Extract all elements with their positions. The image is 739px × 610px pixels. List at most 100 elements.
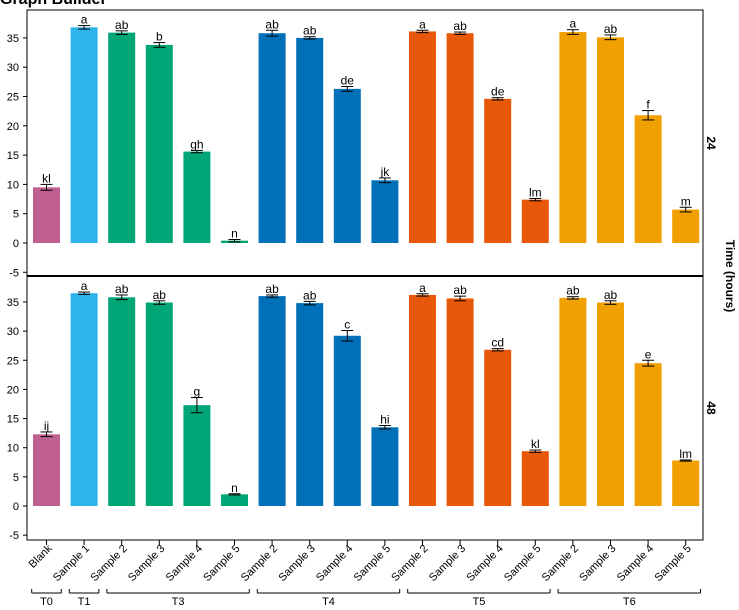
bar xyxy=(409,31,436,244)
bar xyxy=(33,434,60,506)
panel-group-label: Time (hours) xyxy=(723,240,737,312)
y-tick-label: -5 xyxy=(9,530,19,542)
y-tick-label: 30 xyxy=(7,62,19,74)
data-label: cd xyxy=(491,336,504,350)
data-label: gh xyxy=(190,137,203,151)
panel-label: 24 xyxy=(704,136,718,150)
bar xyxy=(371,180,399,243)
data-label: ab xyxy=(303,288,317,302)
group-label: T0 xyxy=(40,596,53,608)
data-label: m xyxy=(681,194,691,208)
data-label: ab xyxy=(303,24,317,38)
x-tick-label: Sample 4 xyxy=(464,543,505,584)
y-tick-label: 35 xyxy=(7,33,19,45)
y-tick-label: 0 xyxy=(13,238,19,250)
bar xyxy=(296,37,324,244)
x-tick-label: Sample 4 xyxy=(164,543,205,584)
x-tick-label: Blank xyxy=(27,542,55,570)
data-label: c xyxy=(344,318,350,332)
bar xyxy=(672,209,700,243)
y-tick-label: 20 xyxy=(7,121,19,133)
data-label: ab xyxy=(453,283,467,297)
group-label: T1 xyxy=(78,596,91,608)
bar xyxy=(597,302,624,506)
x-tick-label: Sample 3 xyxy=(427,543,468,584)
bar xyxy=(258,33,286,243)
panel-label: 48 xyxy=(704,401,718,415)
data-label: g xyxy=(194,385,201,399)
bar xyxy=(597,37,624,244)
bar xyxy=(333,88,361,244)
data-label: n xyxy=(231,226,238,240)
data-label: ab xyxy=(153,288,167,302)
y-tick-label: 20 xyxy=(7,384,19,396)
data-label: ab xyxy=(604,22,618,36)
group-label: T3 xyxy=(172,596,185,608)
bar xyxy=(183,151,211,243)
x-tick-label: Sample 3 xyxy=(577,543,618,584)
data-label: a xyxy=(419,17,426,31)
data-label: lm xyxy=(529,185,542,199)
bar xyxy=(634,115,662,243)
data-label: ab xyxy=(265,282,279,296)
y-tick-label: 10 xyxy=(7,179,19,191)
data-label: ab xyxy=(453,19,467,33)
data-label: ij xyxy=(44,419,49,433)
page-title: Graph Builder xyxy=(0,0,107,9)
y-tick-label: 0 xyxy=(13,501,19,513)
x-tick-label: Sample 2 xyxy=(540,543,581,584)
data-label: a xyxy=(81,279,88,293)
data-label: hi xyxy=(380,413,389,427)
data-label: a xyxy=(570,17,577,31)
bar xyxy=(221,494,248,506)
x-tick-label: Sample 4 xyxy=(615,543,656,584)
bar xyxy=(145,44,173,243)
bar xyxy=(183,405,211,506)
bar xyxy=(108,297,136,506)
x-tick-label: Sample 2 xyxy=(239,543,280,584)
data-label: de xyxy=(341,74,355,88)
x-tick-label: Sample 5 xyxy=(652,543,693,584)
x-tick-label: Sample 5 xyxy=(352,543,393,584)
bar xyxy=(70,27,98,243)
data-label: a xyxy=(81,13,88,27)
bar xyxy=(672,460,700,506)
x-tick-label: Sample 2 xyxy=(389,543,430,584)
bar xyxy=(371,427,399,506)
bar xyxy=(521,199,549,243)
data-label: b xyxy=(156,30,163,44)
data-label: kl xyxy=(42,171,51,185)
group-label: T4 xyxy=(322,596,335,608)
data-label: ab xyxy=(265,17,279,31)
bar xyxy=(145,302,173,506)
data-label: jk xyxy=(380,165,391,179)
data-label: ab xyxy=(115,18,129,32)
y-tick-label: 10 xyxy=(7,443,19,455)
data-label: ab xyxy=(604,288,618,302)
y-tick-label: 5 xyxy=(13,472,19,484)
bar xyxy=(258,296,286,506)
group-label: T5 xyxy=(472,596,485,608)
y-tick-label: 5 xyxy=(13,209,19,221)
y-tick-label: -5 xyxy=(9,267,19,279)
x-tick-label: Sample 1 xyxy=(51,543,92,584)
y-tick-label: 25 xyxy=(7,355,19,367)
bar xyxy=(559,297,587,506)
bar xyxy=(521,451,549,506)
bar xyxy=(33,187,60,243)
bar xyxy=(108,32,136,243)
data-label: ab xyxy=(115,282,129,296)
group-label: T6 xyxy=(623,596,636,608)
y-tick-label: 30 xyxy=(7,326,19,338)
bar xyxy=(484,349,512,506)
y-tick-label: 35 xyxy=(7,297,19,309)
y-tick-label: 15 xyxy=(7,414,19,426)
data-label: a xyxy=(419,281,426,295)
data-label: e xyxy=(645,347,652,361)
x-tick-label: Sample 2 xyxy=(88,543,129,584)
data-label: f xyxy=(646,98,650,112)
data-label: ab xyxy=(566,284,580,298)
y-tick-label: 25 xyxy=(7,92,19,104)
bar xyxy=(70,293,98,506)
